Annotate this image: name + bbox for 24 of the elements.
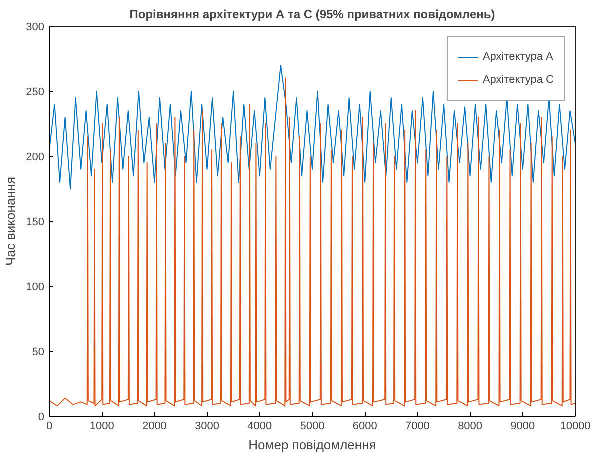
x-tick-label: 5000 [300, 420, 325, 432]
x-tick-label: 3000 [195, 420, 220, 432]
y-tick-label: 200 [26, 152, 45, 164]
x-tick-label: 1000 [90, 420, 114, 432]
x-tick-label: 0 [46, 420, 53, 432]
y-axis-title: Час виконання [3, 176, 18, 266]
y-tick-label: 50 [32, 346, 45, 358]
x-tick-label: 4000 [248, 420, 272, 432]
line-series [50, 65, 576, 190]
legend-label: Архітектура C [482, 74, 554, 86]
chart-title: Порівняння архітектури А та С (95% приватних повідомлень) [130, 8, 496, 22]
x-tick-label: 10000 [560, 420, 591, 432]
x-tick-label: 2000 [142, 420, 167, 432]
x-tick-label: 8000 [458, 420, 483, 432]
y-tick-label: 0 [38, 412, 45, 424]
y-tick-label: 150 [26, 216, 45, 228]
y-tick-label: 100 [26, 282, 45, 294]
y-tick-label: 300 [26, 22, 45, 34]
x-tick-label: 9000 [510, 420, 536, 432]
x-tick-label: 6000 [352, 420, 378, 432]
x-tick-label: 7000 [405, 420, 430, 432]
legend-label: Архітектура A [482, 51, 554, 63]
x-axis-title: Номер повідомлення [248, 438, 376, 452]
y-tick-label: 250 [26, 86, 45, 98]
